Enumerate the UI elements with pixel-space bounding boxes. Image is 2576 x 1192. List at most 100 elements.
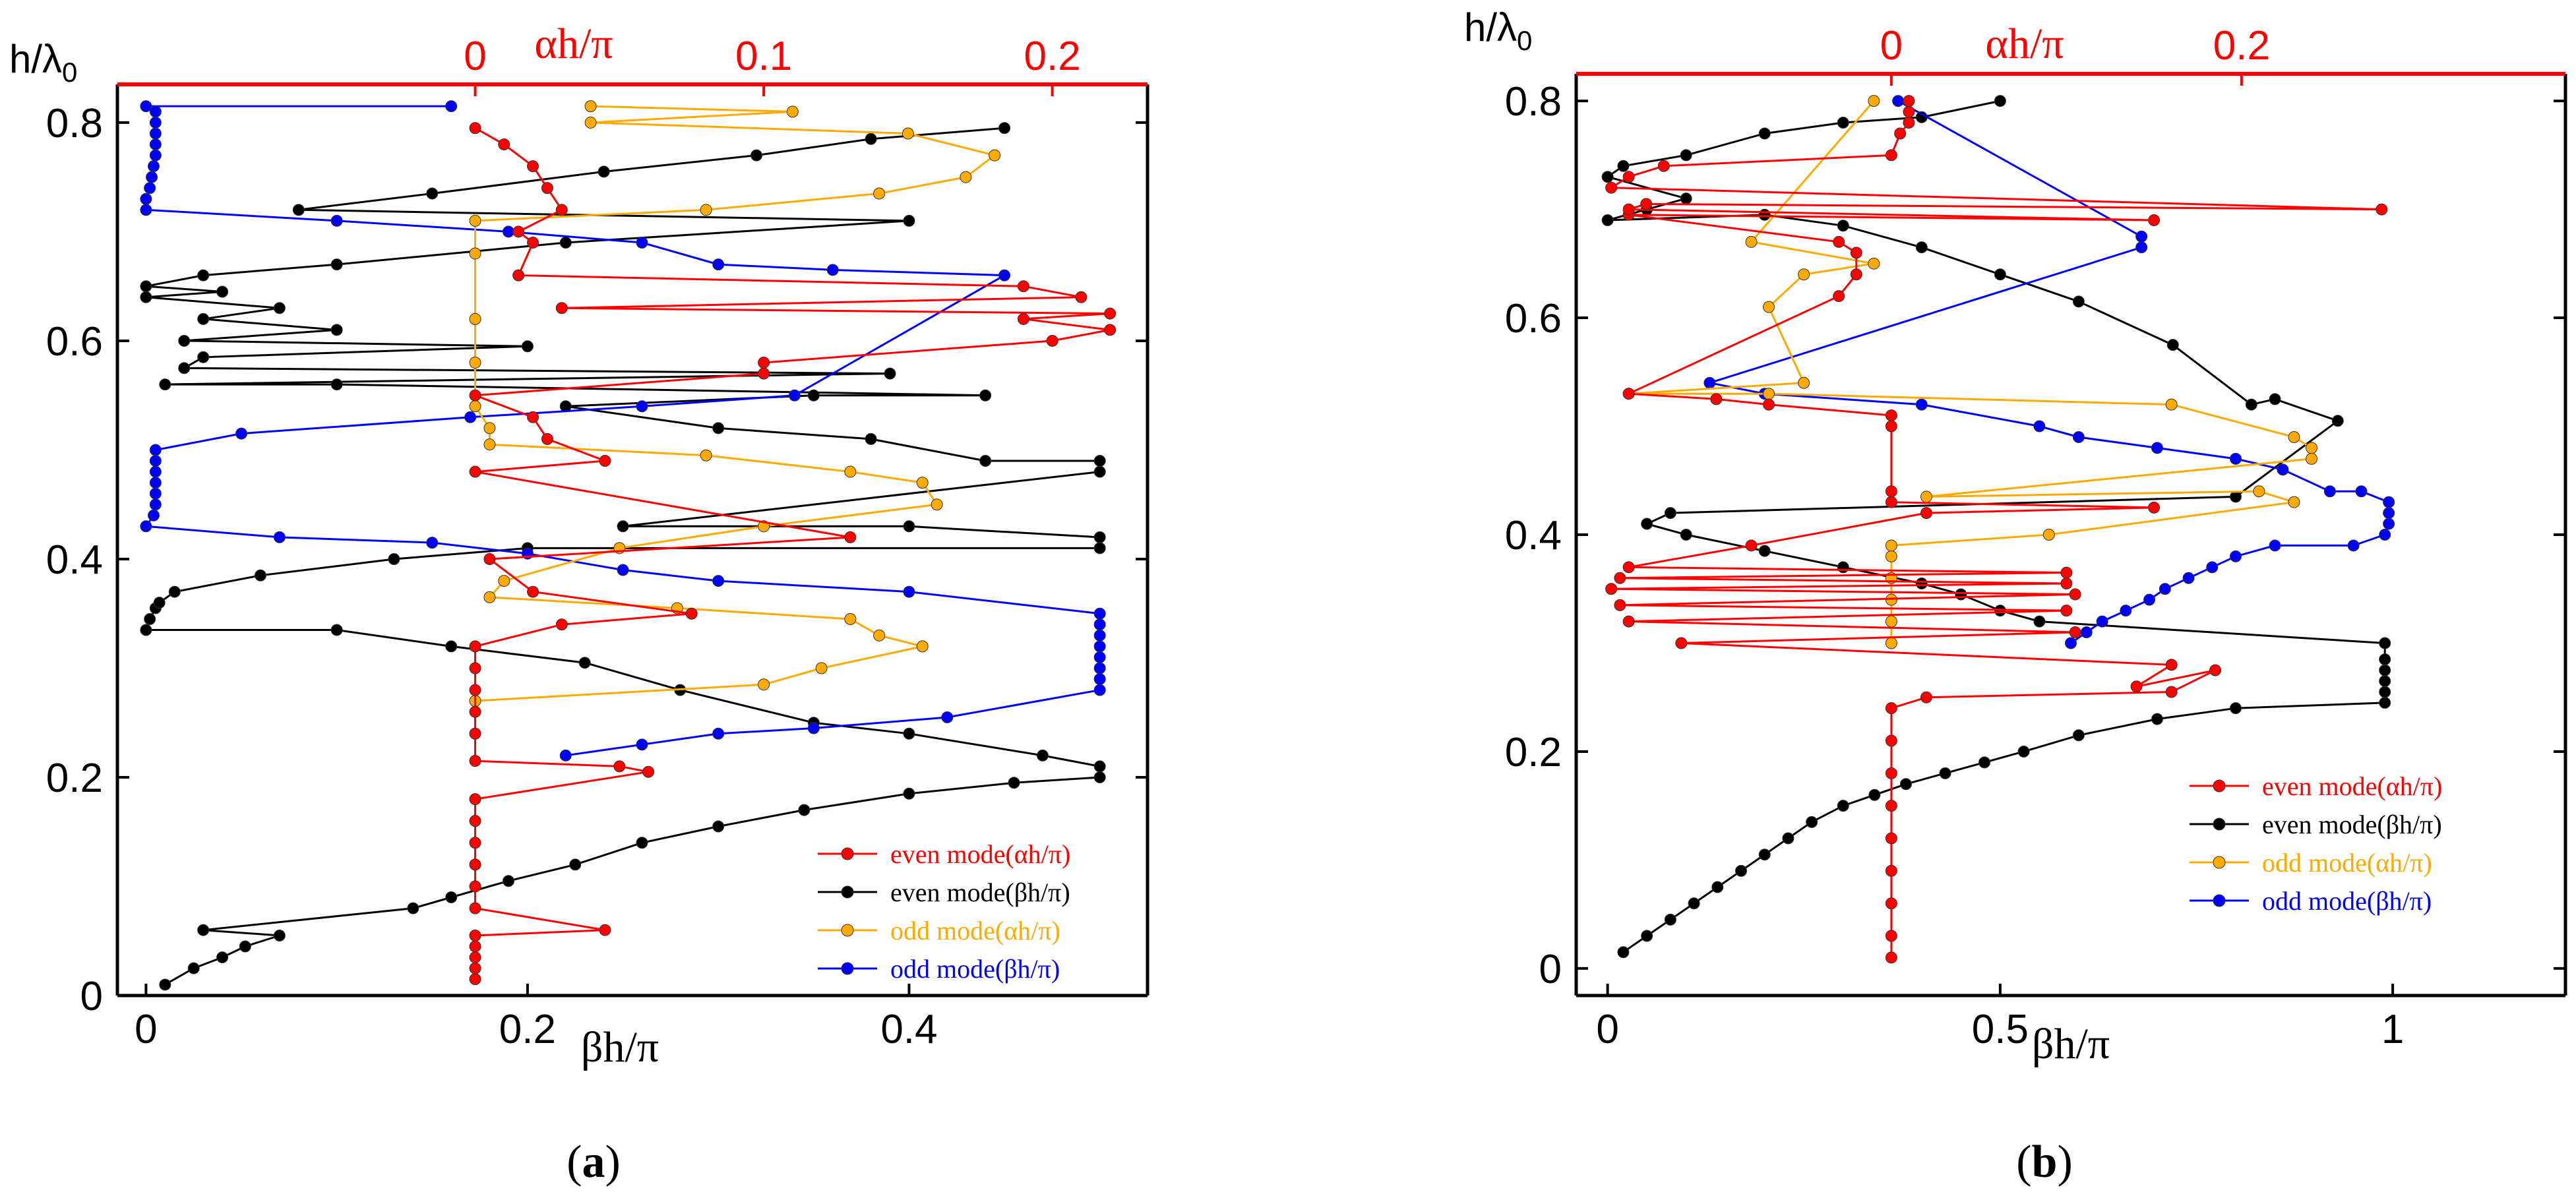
- data-point: [1885, 767, 1897, 779]
- y-tick-label: 0.6: [1505, 296, 1562, 342]
- x-tick-label: 0.2: [499, 1007, 556, 1052]
- data-point: [144, 612, 156, 625]
- data-point: [685, 607, 698, 620]
- data-point: [1994, 95, 2006, 107]
- data-point: [1641, 518, 1653, 530]
- data-point: [1885, 897, 1897, 910]
- data-point: [1017, 280, 1029, 293]
- data-point: [2269, 539, 2281, 552]
- data-point: [2379, 664, 2391, 676]
- data-point: [469, 858, 481, 871]
- x-axis-title: βh/π: [581, 1023, 659, 1071]
- data-point: [1758, 545, 1771, 557]
- data-point: [2376, 203, 2388, 216]
- data-point: [1885, 832, 1897, 845]
- data-point: [1093, 673, 1106, 686]
- data-point: [2209, 664, 2222, 676]
- data-point: [292, 204, 305, 216]
- legend-swatch-marker: [2213, 779, 2226, 792]
- data-point: [1758, 208, 1771, 221]
- data-point: [1885, 930, 1897, 942]
- data-point: [512, 269, 525, 282]
- data-point: [1093, 629, 1106, 641]
- data-point: [1833, 290, 1845, 303]
- legend-swatch-marker: [2213, 818, 2226, 831]
- data-point: [2060, 605, 2073, 617]
- data-point: [527, 236, 539, 249]
- data-point: [469, 951, 481, 964]
- data-point: [1885, 485, 1897, 498]
- data-point: [865, 432, 877, 445]
- data-point: [569, 858, 582, 871]
- data-point: [1664, 507, 1676, 520]
- top-x-tick-label: 0.2: [1024, 34, 1081, 79]
- data-point: [1680, 193, 1692, 205]
- data-point: [140, 204, 152, 216]
- data-point: [1894, 127, 1907, 140]
- legend-label: odd mode(αh/π): [890, 916, 1060, 945]
- data-point: [1640, 198, 1653, 210]
- data-point: [786, 105, 799, 118]
- data-point: [2306, 452, 2318, 465]
- data-point: [2120, 605, 2132, 617]
- data-point: [216, 951, 229, 964]
- data-point: [1622, 388, 1635, 400]
- data-point: [483, 422, 496, 434]
- data-point: [584, 116, 597, 129]
- legend-swatch-marker: [2213, 856, 2226, 869]
- data-point: [1868, 257, 1880, 270]
- data-point: [1837, 220, 1849, 232]
- data-point: [2245, 398, 2257, 411]
- data-point: [2383, 496, 2395, 508]
- data-point: [469, 684, 481, 696]
- data-point: [527, 160, 539, 173]
- series-odd-beta: [140, 100, 1106, 761]
- data-point: [807, 389, 820, 402]
- data-point: [2069, 626, 2081, 639]
- data-point: [1763, 398, 1775, 411]
- data-point: [2151, 442, 2163, 454]
- data-point: [153, 597, 166, 609]
- data-point: [555, 204, 568, 216]
- data-point: [2182, 572, 2195, 584]
- top-x-tick-label: 0.2: [2213, 23, 2270, 69]
- legend-label: even mode(αh/π): [890, 839, 1070, 869]
- data-point: [1617, 946, 1630, 959]
- data-point: [197, 924, 210, 936]
- data-point: [2151, 713, 2163, 725]
- panel-label: (a): [567, 1137, 621, 1187]
- data-point: [2288, 496, 2300, 508]
- data-point: [469, 357, 481, 369]
- data-point: [1036, 749, 1049, 761]
- data-point: [149, 149, 162, 162]
- data-point: [197, 351, 210, 363]
- data-point: [2230, 550, 2242, 562]
- data-point: [1735, 864, 1747, 877]
- data-point: [469, 880, 481, 893]
- top-x-axis-title: αh/π: [534, 20, 613, 68]
- data-point: [1955, 588, 1967, 601]
- data-point: [873, 187, 886, 200]
- data-point: [931, 498, 943, 511]
- data-point: [254, 569, 266, 581]
- data-point: [178, 334, 191, 347]
- data-point: [2269, 393, 2281, 405]
- data-point: [464, 411, 477, 423]
- data-point: [1093, 607, 1106, 620]
- data-point: [2072, 431, 2085, 443]
- data-point: [1885, 149, 1897, 162]
- top-x-tick-label: 0: [1880, 23, 1903, 69]
- data-point: [149, 477, 162, 489]
- data-point: [2230, 702, 2242, 715]
- data-point: [445, 640, 458, 653]
- data-point: [1885, 864, 1897, 877]
- data-point: [2206, 561, 2219, 574]
- data-point: [1622, 561, 1635, 574]
- x-tick-label: 0: [135, 1007, 157, 1052]
- data-point: [216, 285, 229, 298]
- data-point: [1837, 800, 1849, 812]
- data-point: [1782, 832, 1794, 845]
- data-point: [2166, 339, 2179, 351]
- data-point: [941, 711, 954, 723]
- data-point: [498, 575, 510, 587]
